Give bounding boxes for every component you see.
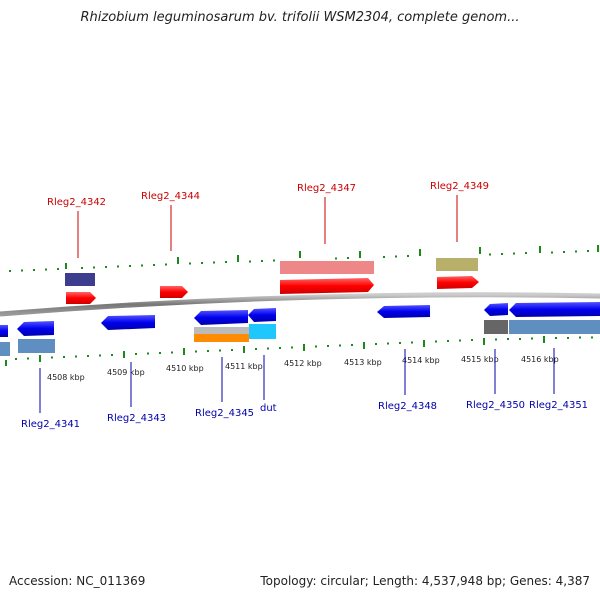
gene-arrow-rleg2-4343[interactable] — [101, 315, 155, 330]
topology-text: Topology: circular; Length: 4,537,948 bp… — [260, 574, 590, 588]
feature-box-rleg2-4345-b[interactable] — [194, 334, 249, 342]
gene-label-rleg2-4343[interactable]: Rleg2_4343 — [107, 413, 166, 424]
tick-label-4512: 4512 kbp — [284, 359, 322, 368]
map-title: Rhizobium leguminosarum bv. trifolii WSM… — [80, 10, 520, 25]
feature-box-rleg2-4349[interactable] — [436, 258, 478, 271]
tick-label-4511: 4511 kbp — [225, 362, 263, 371]
feature-box-rleg2-4345-a[interactable] — [194, 327, 249, 334]
gene-arrow-dut[interactable] — [248, 308, 276, 322]
feature-box-rleg2-4350[interactable] — [484, 320, 508, 334]
reverse-strand-features — [0, 302, 600, 356]
forward-strand-features — [65, 258, 479, 304]
gene-label-rleg2-4348[interactable]: Rleg2_4348 — [378, 401, 437, 412]
tick-label-4510: 4510 kbp — [166, 364, 204, 373]
inner-tick-track — [5, 336, 593, 366]
gene-label-rleg2-4351[interactable]: Rleg2_4351 — [529, 400, 588, 411]
feature-box-rleg2-4342[interactable] — [65, 273, 95, 286]
feature-box-rleg2-4351[interactable] — [509, 320, 600, 334]
gene-arrow-rleg2-4341[interactable] — [17, 321, 54, 336]
gene-arrow-rleg2-4348[interactable] — [377, 305, 430, 318]
gene-label-rleg2-4350[interactable]: Rleg2_4350 — [466, 400, 525, 411]
outer-tick-track — [9, 245, 599, 272]
gene-arrow-rleg2-4342[interactable] — [66, 292, 96, 304]
feature-box-left-edge[interactable] — [0, 342, 10, 356]
gene-label-dut[interactable]: dut — [260, 403, 277, 414]
gene-arrow-rleg2-4345[interactable] — [194, 310, 248, 325]
gene-arrow-left-edge[interactable] — [0, 325, 8, 337]
tick-label-4515: 4515 kbp — [461, 355, 499, 364]
tick-label-4513: 4513 kbp — [344, 358, 382, 367]
gene-arrow-rleg2-4344[interactable] — [160, 286, 188, 298]
feature-box-dut[interactable] — [249, 324, 276, 339]
top-label-connectors — [77, 195, 458, 258]
gene-label-rleg2-4341[interactable]: Rleg2_4341 — [21, 419, 80, 430]
tick-label-4516: 4516 kbp — [521, 355, 559, 364]
tick-label-4514: 4514 kbp — [402, 356, 440, 365]
tick-label-4509: 4509 kbp — [107, 368, 145, 377]
gene-label-rleg2-4347[interactable]: Rleg2_4347 — [297, 183, 356, 194]
feature-box-rleg2-4341[interactable] — [18, 339, 55, 353]
gene-label-rleg2-4342[interactable]: Rleg2_4342 — [47, 197, 106, 208]
gene-label-rleg2-4344[interactable]: Rleg2_4344 — [141, 191, 200, 202]
gene-arrow-rleg2-4351[interactable] — [509, 302, 600, 317]
bottom-label-connectors — [39, 348, 555, 413]
gene-label-rleg2-4345[interactable]: Rleg2_4345 — [195, 408, 254, 419]
tick-label-4508: 4508 kbp — [47, 373, 85, 382]
gene-label-rleg2-4349[interactable]: Rleg2_4349 — [430, 181, 489, 192]
feature-box-rleg2-4347[interactable] — [280, 261, 374, 274]
gene-arrow-rleg2-4349[interactable] — [437, 276, 479, 289]
gene-arrow-rleg2-4350[interactable] — [484, 303, 508, 316]
gene-arrow-rleg2-4347[interactable] — [280, 278, 374, 294]
accession-text: Accession: NC_011369 — [9, 574, 146, 588]
genome-backbone — [0, 292, 600, 317]
